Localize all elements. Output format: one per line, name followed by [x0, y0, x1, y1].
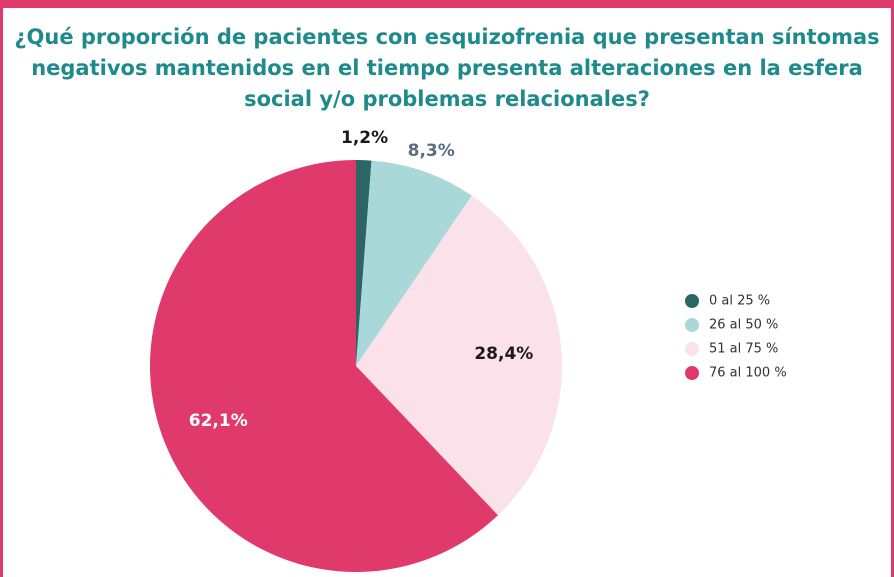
legend-label: 26 al 50 % — [709, 318, 778, 333]
pie-slice — [356, 195, 562, 516]
slice-label: 28,4% — [474, 344, 533, 364]
slice-label: 8,3% — [408, 141, 455, 161]
legend-swatch — [685, 294, 699, 308]
legend-label: 76 al 100 % — [709, 366, 787, 381]
legend-swatch — [685, 318, 699, 332]
legend-label: 51 al 75 % — [709, 342, 778, 357]
legend-label: 0 al 25 % — [709, 294, 770, 309]
legend-swatch — [685, 366, 699, 380]
pie-slice — [150, 160, 498, 572]
chart-title: ¿Qué proporción de pacientes con esquizo… — [14, 25, 880, 111]
slice-label: 1,2% — [341, 128, 388, 148]
chart: 1,2% 8,3% 28,4% 62,1% 0 al 25 % 26 al 50 % 51 … — [150, 128, 787, 572]
slice-label: 62,1% — [189, 411, 248, 431]
legend-swatch — [685, 342, 699, 356]
pie-slice — [356, 160, 472, 366]
pie-slice — [356, 160, 372, 366]
